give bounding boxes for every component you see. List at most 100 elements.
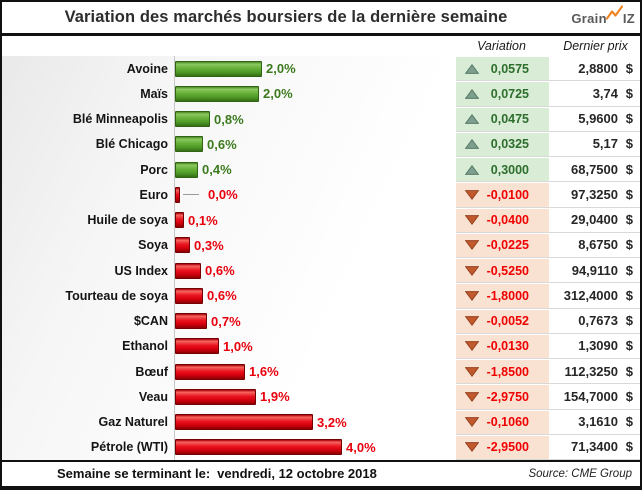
currency-symbol: $ (625, 186, 633, 202)
variation-cell-fill: -0,0052 (456, 309, 549, 333)
variation-value: -0,0052 (486, 314, 529, 329)
chart-and-table: Avoine 2,0% 0,0575 2,8800 $ Maïs 2,0% 0,0725 3,7… (2, 56, 640, 460)
bar-value-label: 2,0% (266, 61, 296, 77)
down-triangle-icon (465, 341, 479, 352)
price-value: 112,3250 (564, 363, 618, 379)
price-value: 97,3250 (571, 186, 618, 202)
price-value: 29,0400 (571, 212, 618, 228)
price-value: 3,74 (592, 85, 618, 101)
variation-value: -0,0400 (486, 213, 529, 228)
variation-cell-fill: -0,0225 (456, 233, 549, 257)
column-header-variation: Variation (477, 39, 526, 53)
currency-symbol: $ (625, 85, 633, 101)
negative-bar (175, 439, 342, 456)
negative-bar (175, 262, 201, 279)
variation-cell: 0,3000 (456, 157, 549, 183)
price-value: 5,17 (592, 136, 618, 152)
price-cell: 29,0400 $ (549, 207, 640, 233)
market-row: Huile de soya 0,1% -0,0400 29,0400 $ (2, 207, 640, 233)
week-ending-date: vendredi, 12 octobre 2018 (217, 466, 377, 481)
currency-symbol: $ (625, 60, 633, 76)
bar-value-label: 0,8% (214, 111, 244, 127)
market-row: Pétrole (WTI) 4,0% -2,9500 71,3400 $ (2, 434, 640, 460)
variation-value: -1,8000 (486, 288, 529, 303)
bar-area: 1,6% (174, 359, 456, 384)
variation-cell-fill: -0,1060 (456, 410, 549, 434)
week-ending-text: Semaine se terminant le: vendredi, 12 oct… (57, 462, 377, 486)
currency-symbol: $ (625, 287, 633, 303)
variation-cell-fill: -2,9750 (456, 385, 549, 409)
category-label: Euro (139, 187, 168, 202)
market-row: Blé Chicago 0,6% 0,0325 5,17 $ (2, 131, 640, 157)
variation-cell-fill: -0,5250 (456, 259, 549, 283)
currency-symbol: $ (625, 161, 633, 177)
category-label: Blé Minneapolis (72, 112, 168, 127)
market-row: Gaz Naturel 3,2% -0,1060 3,1610 $ (2, 409, 640, 435)
price-cell: 312,4000 $ (549, 283, 640, 309)
variation-cell: -2,9750 (456, 384, 549, 410)
variation-cell: -0,0100 (456, 182, 549, 208)
bar-area: 0,4% (174, 157, 456, 182)
variation-value: 0,0475 (490, 112, 529, 127)
price-cell: 94,9110 $ (549, 258, 640, 284)
down-triangle-icon (465, 240, 479, 251)
bar-area: 1,9% (174, 384, 456, 409)
variation-cell-fill: 0,3000 (456, 158, 549, 182)
negative-bar (175, 186, 180, 203)
stock-zigzag-icon (605, 5, 624, 26)
market-row: Avoine 2,0% 0,0575 2,8800 $ (2, 56, 640, 82)
price-value: 94,9110 (571, 262, 618, 278)
price-value: 2,8800 (578, 60, 618, 76)
down-triangle-icon (465, 417, 479, 428)
bar-area: 0,1% (174, 208, 456, 233)
zero-leader-line (183, 194, 199, 196)
bar-area: 2,0% (174, 56, 456, 81)
positive-bar (175, 161, 198, 178)
positive-bar (175, 85, 259, 102)
bar-value-label: 0,7% (211, 313, 241, 329)
category-label: Avoine (126, 61, 168, 76)
down-triangle-icon (465, 215, 479, 226)
down-triangle-icon (465, 391, 479, 402)
variation-cell: -1,8500 (456, 359, 549, 385)
column-header-price: Dernier prix (563, 39, 628, 53)
bar-value-label: 1,6% (249, 364, 279, 380)
grainwiz-logo: Grain IZ (571, 5, 635, 27)
market-row: Veau 1,9% -2,9750 154,7000 $ (2, 384, 640, 410)
market-row: Soya 0,3% -0,0225 8,6750 $ (2, 232, 640, 258)
price-value: 0,7673 (578, 313, 618, 329)
variation-cell: -2,9500 (456, 435, 549, 460)
variation-cell: 0,0725 (456, 81, 549, 107)
bar-area: 0,6% (174, 283, 456, 308)
price-cell: 154,7000 $ (549, 384, 640, 410)
negative-bar (175, 212, 184, 229)
bar-area: 0,0% (174, 182, 456, 207)
price-cell: 3,1610 $ (549, 409, 640, 435)
negative-bar (175, 388, 256, 405)
market-row: $CAN 0,7% -0,0052 0,7673 $ (2, 308, 640, 334)
bar-value-label: 3,2% (317, 414, 347, 430)
price-cell: 68,7500 $ (549, 157, 640, 183)
variation-cell-fill: 0,0725 (456, 82, 549, 106)
bar-area: 1,0% (174, 334, 456, 359)
variation-cell: -0,0130 (456, 334, 549, 359)
bar-value-label: 4,0% (346, 439, 376, 455)
variation-value: -0,0225 (486, 238, 529, 253)
bar-value-label: 0,6% (205, 263, 235, 279)
footer-divider (2, 460, 640, 462)
down-triangle-icon (465, 366, 479, 377)
currency-symbol: $ (625, 237, 633, 253)
variation-cell: -1,8000 (456, 283, 549, 309)
currency-symbol: $ (625, 338, 633, 354)
bar-value-label: 0,6% (207, 136, 237, 152)
variation-cell-fill: 0,0575 (456, 57, 549, 81)
up-triangle-icon (465, 88, 479, 99)
down-triangle-icon (465, 316, 479, 327)
variation-value: -0,1060 (486, 415, 529, 430)
variation-cell-fill: 0,0325 (456, 132, 549, 156)
category-label: Blé Chicago (95, 137, 168, 152)
up-triangle-icon (465, 164, 479, 175)
variation-value: 0,3000 (490, 162, 529, 177)
bar-value-label: 1,9% (260, 389, 290, 405)
variation-cell: -0,1060 (456, 410, 549, 435)
